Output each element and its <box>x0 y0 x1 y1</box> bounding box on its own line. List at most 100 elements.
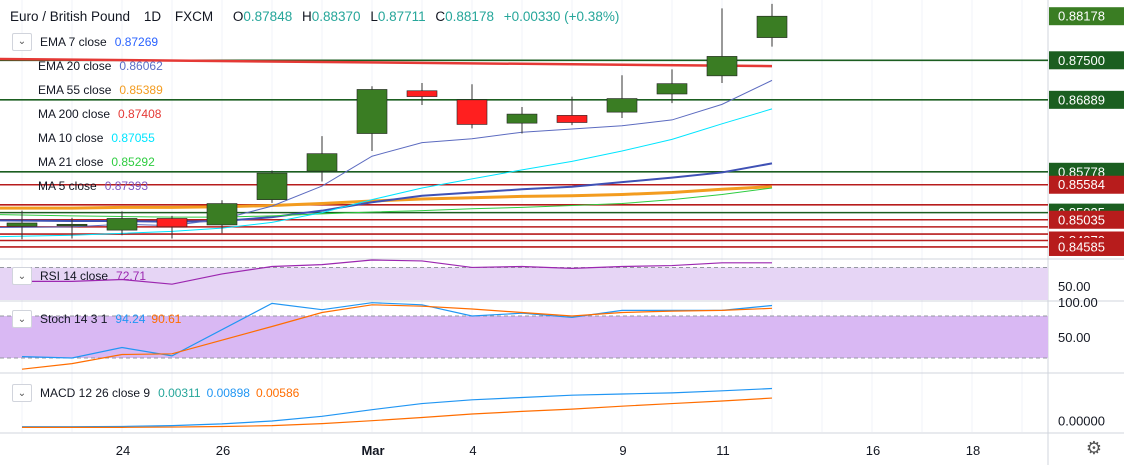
x-axis-tick-label: 26 <box>216 443 230 458</box>
candle-body <box>706 56 738 77</box>
macd-legend[interactable]: ⌄ MACD 12 26 close 9 0.00311 0.00898 0.0… <box>12 384 305 402</box>
candle-body <box>606 98 638 113</box>
level-price-label: 0.85584 <box>1058 177 1105 192</box>
legend-value: 0.87269 <box>114 35 159 49</box>
candle-body <box>206 203 238 226</box>
legend-label: MA 200 close <box>38 107 111 121</box>
ma-line <box>0 162 773 223</box>
candle-body <box>406 90 438 97</box>
candle-body <box>6 222 38 227</box>
rsi-legend[interactable]: ⌄ RSI 14 close 72.71 <box>12 267 152 285</box>
legend-row-ema55[interactable]: EMA 55 close 0.85389 <box>12 78 163 102</box>
indicator-series-line <box>22 259 772 285</box>
axis-tick-label: 50.00 <box>1058 330 1091 345</box>
indicator-legend: ⌄ EMA 7 close 0.87269 EMA 20 close 0.860… <box>12 30 163 198</box>
indicator-series-line <box>21 302 773 359</box>
legend-value: 0.87055 <box>111 131 155 145</box>
level-price-label: 0.86889 <box>1058 92 1105 107</box>
legend-label: MA 5 close <box>38 179 97 193</box>
candle-body <box>156 218 188 228</box>
legend-value: 0.85389 <box>119 83 163 97</box>
legend-row-ma5[interactable]: MA 5 close 0.87393 <box>12 174 163 198</box>
legend-value: 0.86062 <box>119 59 163 73</box>
level-price-label: 0.87500 <box>1058 53 1105 68</box>
candle-body <box>656 83 688 95</box>
legend-row-ma21[interactable]: MA 21 close 0.85292 <box>12 150 163 174</box>
candle-body <box>306 153 338 172</box>
ma-line <box>0 79 773 229</box>
x-axis-tick-label: Mar <box>361 443 384 458</box>
legend-row-ema7[interactable]: ⌄ EMA 7 close 0.87269 <box>12 30 163 54</box>
macd-signal-value: 0.00898 <box>206 386 250 400</box>
ohlc-low: L0.87711 <box>370 9 426 24</box>
x-axis-tick-label: 24 <box>116 443 130 458</box>
legend-label: MA 21 close <box>38 155 104 169</box>
candle-body <box>356 89 388 134</box>
price-change: +0.00330 (+0.38%) <box>503 9 620 24</box>
chart-header: Euro / British Pound 1D FXCM O0.87848 H0… <box>10 9 619 24</box>
candle-body <box>456 99 488 125</box>
ohlc-high: H0.88370 <box>301 9 361 24</box>
candle-body <box>106 218 138 231</box>
level-price-label: 0.85035 <box>1058 212 1105 227</box>
x-axis-tick-label: 9 <box>619 443 626 458</box>
legend-value: 0.87408 <box>118 107 162 121</box>
ma-line <box>0 187 773 218</box>
ma-line <box>0 57 773 68</box>
legend-label: EMA 55 close <box>38 83 112 97</box>
gear-icon[interactable]: ⚙ <box>1085 438 1102 458</box>
symbol-title[interactable]: Euro / British Pound <box>10 9 131 24</box>
level-price-tag <box>1049 90 1124 109</box>
legend-row-ema20[interactable]: EMA 20 close 0.86062 <box>12 54 163 78</box>
axis-tick-label: 50.00 <box>1058 279 1091 294</box>
current-price-label: 0.88178 <box>1058 9 1105 24</box>
data-source: FXCM <box>174 9 214 24</box>
x-axis-tick-label: 11 <box>716 443 730 458</box>
x-axis-tick-label: 4 <box>469 443 476 458</box>
indicator-band <box>0 267 1048 300</box>
level-price-tag <box>1049 175 1124 194</box>
rsi-label: RSI 14 close <box>40 269 109 283</box>
level-price-tag <box>1049 51 1124 70</box>
level-price-tag <box>1049 237 1124 256</box>
candle-body <box>56 223 88 227</box>
macd-label: MACD 12 26 close 9 <box>40 386 151 400</box>
candle-body <box>506 113 538 124</box>
chevron-down-icon[interactable]: ⌄ <box>12 310 32 328</box>
candle-body <box>556 115 588 123</box>
ohlc-open: O0.87848 <box>232 9 293 24</box>
stoch-d-value: 90.61 <box>151 312 182 326</box>
macd-value: 0.00311 <box>158 386 201 400</box>
candle-body <box>256 172 288 200</box>
current-price-tag <box>1049 7 1124 26</box>
stoch-label: Stoch 14 3 1 <box>40 312 108 326</box>
chevron-down-icon[interactable]: ⌄ <box>12 267 32 285</box>
indicator-series-line <box>22 387 773 428</box>
interval[interactable]: 1D <box>143 9 162 24</box>
macd-hist-value: 0.00586 <box>255 386 300 400</box>
rsi-value: 72.71 <box>116 269 147 283</box>
level-price-label: 0.85778 <box>1058 164 1105 179</box>
x-axis-tick-label: 16 <box>866 443 880 458</box>
stoch-legend[interactable]: ⌄ Stoch 14 3 1 94.24 90.61 <box>12 310 187 328</box>
candle-body <box>756 15 788 38</box>
chevron-down-icon[interactable]: ⌄ <box>12 33 32 51</box>
legend-label: EMA 7 close <box>40 35 107 49</box>
legend-row-ma10[interactable]: MA 10 close 0.87055 <box>12 126 163 150</box>
legend-row-ma200[interactable]: MA 200 close 0.87408 <box>12 102 163 126</box>
ma-line <box>0 108 773 238</box>
ohlc-close: C0.88178 <box>435 9 494 24</box>
indicator-series-line <box>21 304 773 370</box>
legend-label: MA 10 close <box>38 131 104 145</box>
stoch-k-value: 94.24 <box>115 312 146 326</box>
x-axis-tick-label: 18 <box>966 443 980 458</box>
level-price-tag <box>1049 210 1124 229</box>
legend-value: 0.87393 <box>104 179 149 193</box>
chevron-down-icon[interactable]: ⌄ <box>12 384 32 402</box>
axis-tick-label: 0.00000 <box>1058 413 1105 428</box>
indicator-band <box>0 316 1048 358</box>
indicator-series-line <box>22 397 773 428</box>
legend-value: 0.85292 <box>111 155 155 169</box>
